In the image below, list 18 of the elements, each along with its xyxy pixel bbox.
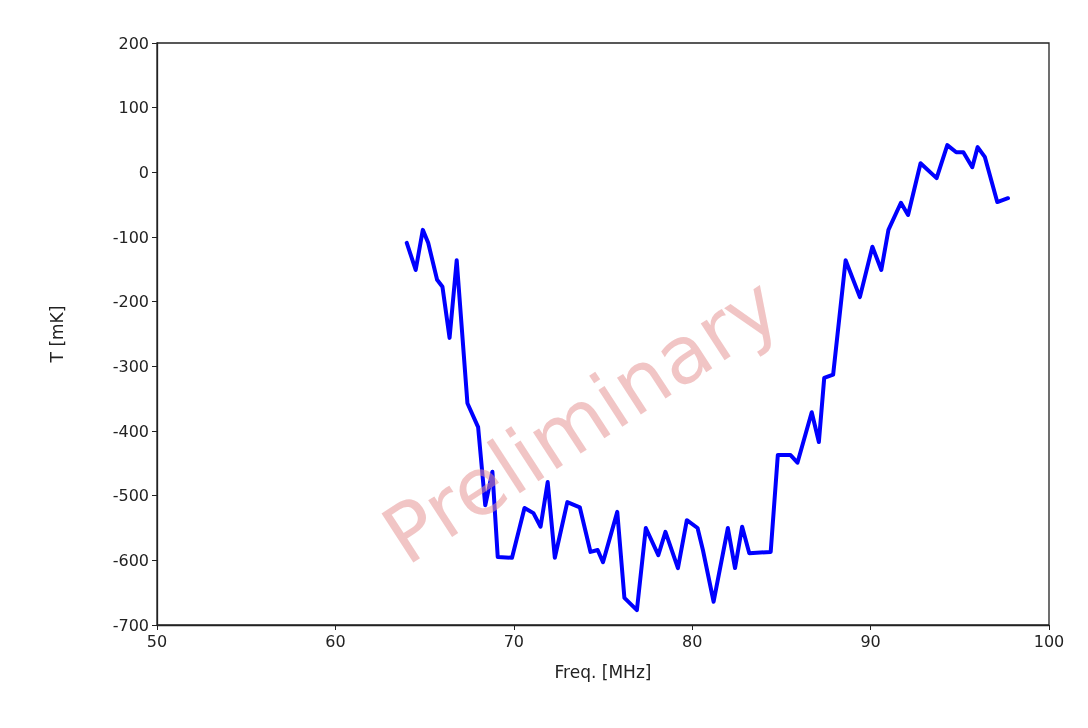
y-tick-label: -200	[112, 292, 149, 312]
x-tick-label: 90	[860, 631, 881, 651]
y-tick-label: -300	[112, 356, 149, 376]
y-tick-label: -700	[112, 615, 149, 635]
y-tick-label: 0	[138, 162, 149, 182]
x-tick-label: 70	[503, 631, 524, 651]
y-tick-label: 100	[118, 98, 149, 118]
x-tick-label: 50	[146, 631, 168, 651]
y-tick-label: 200	[118, 33, 149, 53]
y-tick-label: -100	[112, 227, 149, 247]
x-axis-title: Freq. [MHz]	[554, 661, 652, 682]
y-axis-title: T [mK]	[46, 305, 67, 364]
x-tick-label: 100	[1033, 631, 1065, 651]
y-tick-label: -600	[112, 550, 149, 570]
y-tick-label: -400	[112, 421, 149, 441]
x-tick-label: 60	[325, 631, 346, 651]
y-tick-label: -500	[112, 486, 149, 506]
x-tick-label: 80	[682, 631, 703, 651]
